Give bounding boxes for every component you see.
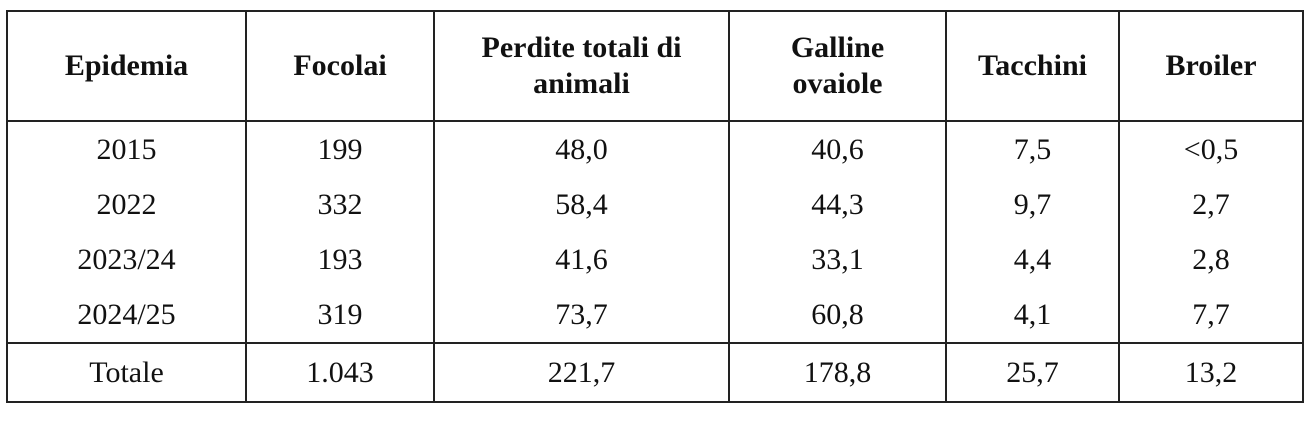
total-cell: Totale [6, 342, 247, 402]
table-cell: 33,1 [728, 232, 947, 287]
table-cell: 332 [245, 177, 435, 232]
table-cell: 60,8 [728, 287, 947, 343]
header-cell: Galline ovaiole [728, 11, 947, 122]
table-cell: <0,5 [1118, 121, 1304, 177]
total-cell: 178,8 [728, 342, 947, 402]
total-cell: 1.043 [245, 342, 435, 402]
header-cell: Perdite totali di animali [433, 11, 730, 122]
table-cell: 2,7 [1118, 177, 1304, 232]
table-cell: 7,7 [1118, 287, 1304, 343]
table-cell: 4,1 [945, 287, 1120, 343]
header-cell: Focolai [245, 11, 435, 122]
table-cell: 2024/25 [6, 287, 247, 343]
header-text: Perdite totali di animali [481, 31, 682, 100]
table-cell: 4,4 [945, 232, 1120, 287]
data-table: Epidemia Focolai Perdite totali di animali… [6, 10, 1304, 403]
table-cell: 199 [245, 121, 435, 177]
table-cell: 40,6 [728, 121, 947, 177]
total-cell: 13,2 [1118, 342, 1304, 402]
table-cell: 2022 [6, 177, 247, 232]
table-cell: 2023/24 [6, 232, 247, 287]
header-text: Broiler [1165, 49, 1257, 82]
header-row: Epidemia Focolai Perdite totali di animali… [6, 11, 1304, 122]
table-row: 2015 199 48,0 40,6 7,5 <0,5 [6, 121, 1304, 177]
total-cell: 221,7 [433, 342, 730, 402]
header-text: Galline ovaiole [790, 31, 885, 100]
header-text: Epidemia [64, 49, 189, 82]
table-row: 2023/24 193 41,6 33,1 4,4 2,8 [6, 232, 1304, 287]
table-cell: 44,3 [728, 177, 947, 232]
header-text: Tacchini [978, 49, 1087, 82]
table-cell: 319 [245, 287, 435, 343]
table-cell: 41,6 [433, 232, 730, 287]
table-cell: 58,4 [433, 177, 730, 232]
total-row: Totale 1.043 221,7 178,8 25,7 13,2 [6, 342, 1304, 402]
header-cell: Epidemia [6, 11, 247, 122]
table-cell: 7,5 [945, 121, 1120, 177]
table-row: 2024/25 319 73,7 60,8 4,1 7,7 [6, 287, 1304, 343]
table-cell: 2015 [6, 121, 247, 177]
header-text: Focolai [293, 49, 387, 82]
header-cell: Broiler [1118, 11, 1304, 122]
table-cell: 48,0 [433, 121, 730, 177]
header-cell: Tacchini [945, 11, 1120, 122]
table-cell: 2,8 [1118, 232, 1304, 287]
total-cell: 25,7 [945, 342, 1120, 402]
table-cell: 193 [245, 232, 435, 287]
table-row: 2022 332 58,4 44,3 9,7 2,7 [6, 177, 1304, 232]
table-cell: 73,7 [433, 287, 730, 343]
table-body: 2015 199 48,0 40,6 7,5 <0,5 2022 332 58,4 44,3 9,7… [6, 121, 1304, 343]
table-cell: 9,7 [945, 177, 1120, 232]
